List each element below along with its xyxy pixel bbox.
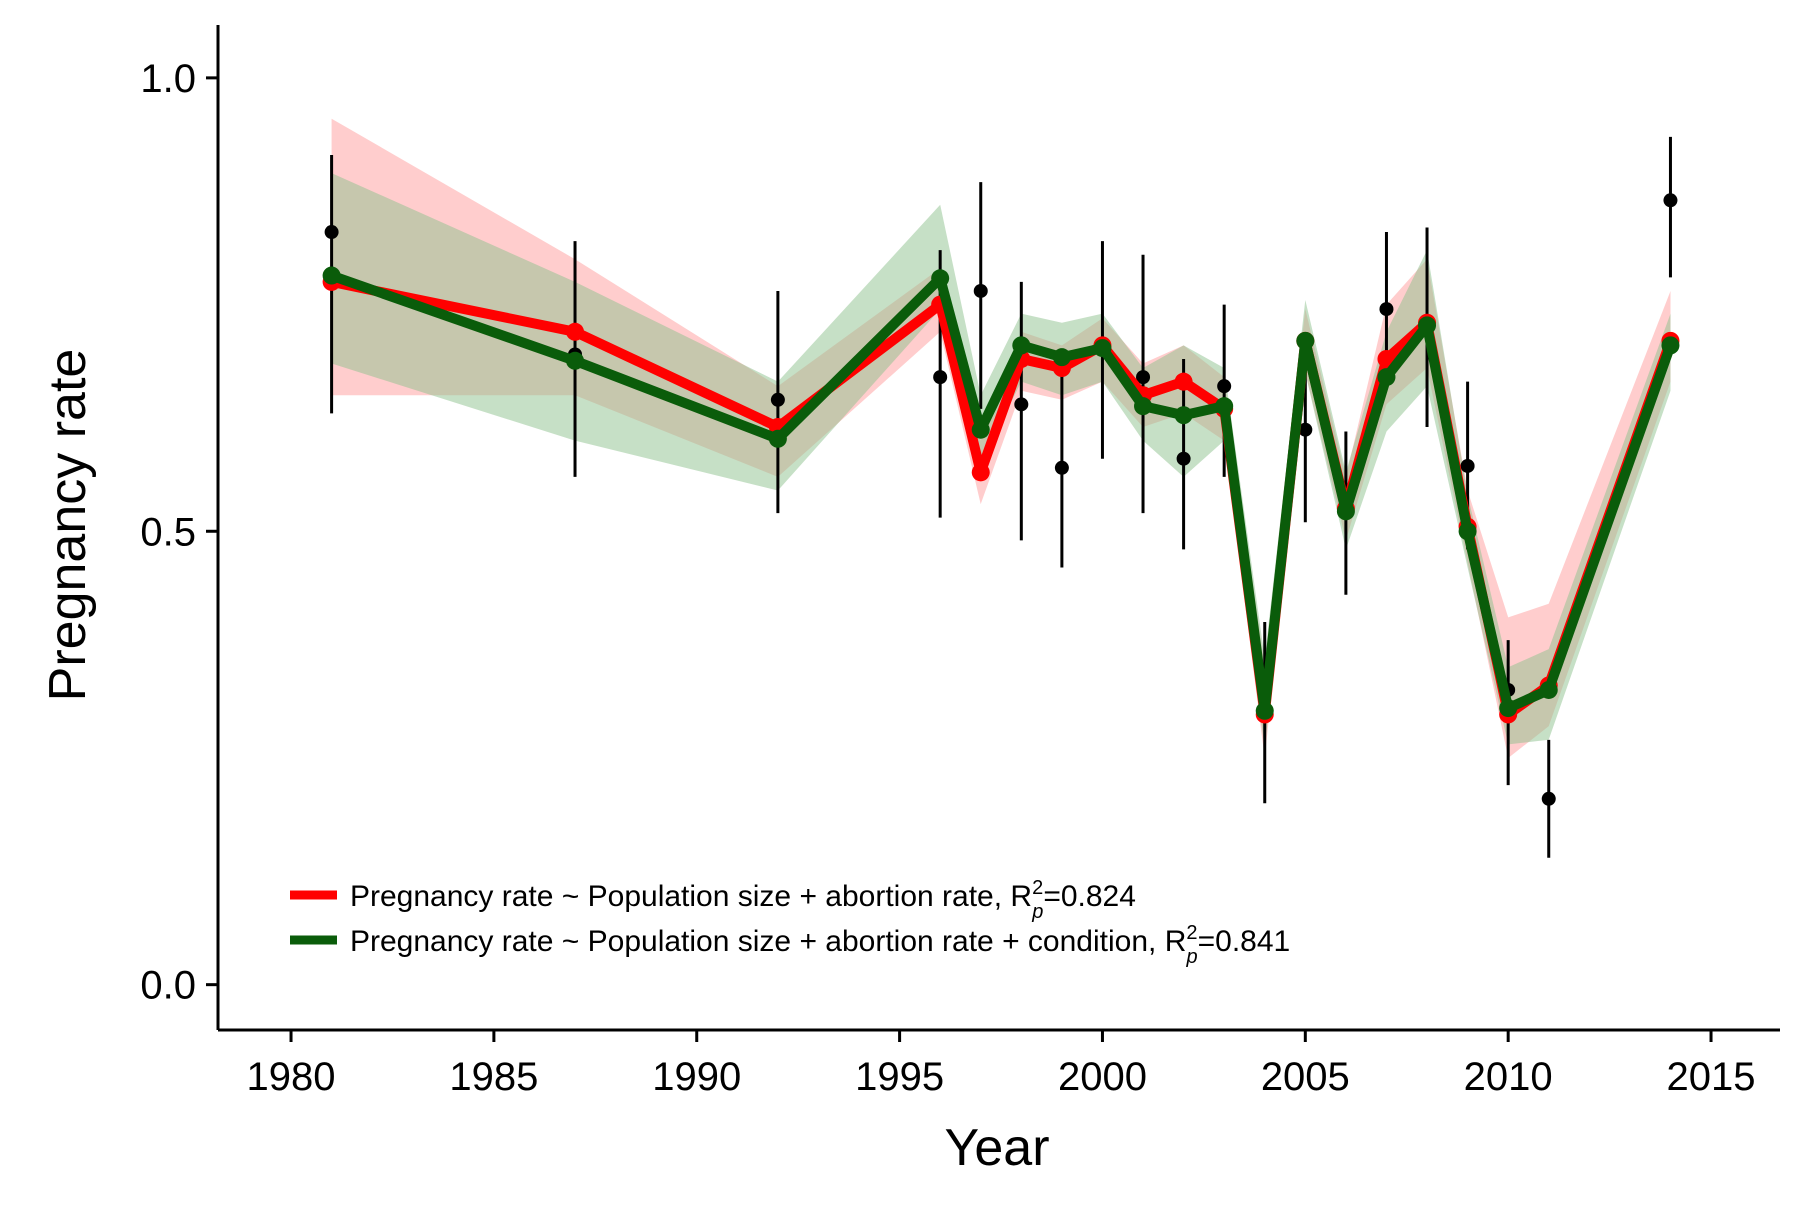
x-tick-label-1995: 1995 [855,1055,944,1099]
x-tick-label-1980: 1980 [247,1055,336,1099]
series-2-point-2004 [1255,701,1274,720]
observed-point-2011 [1541,791,1556,806]
series-1-point-1997 [971,463,990,482]
series-2-point-2007 [1377,368,1396,387]
x-tick-label-2015: 2015 [1667,1055,1756,1099]
legend-label-1: Pregnancy rate ~ Population size + abort… [350,877,1136,923]
x-axis-title: Year [944,1119,1049,1177]
series-line-2 [329,270,1676,716]
x-tick-label-2010: 2010 [1464,1055,1553,1099]
observed-point-2001 [1136,370,1151,385]
series-2-point-2011 [1539,680,1558,699]
y-tick-label-0.5: 0.5 [140,510,196,554]
observed-point-2002 [1176,451,1191,466]
x-tick-label-1990: 1990 [652,1055,741,1099]
series-2-point-2002 [1174,406,1193,425]
series-2-point-2006 [1336,502,1355,521]
observed-point-2003 [1217,379,1232,394]
series-2-point-2008 [1418,316,1437,335]
series-2-point-2001 [1134,397,1153,416]
series-2-point-2003 [1215,397,1234,416]
confidence-band-1 [331,118,1671,758]
series-2-point-1999 [1052,348,1071,367]
observed-point-2009 [1460,458,1475,473]
series-2-point-1998 [1012,336,1031,355]
observed-point-2007 [1379,302,1394,317]
observed-point-1992 [770,392,785,407]
y-axis-title: Pregnancy rate [39,349,97,702]
legend: Pregnancy rate ~ Population size + abort… [290,877,1290,968]
y-tick-label-0.0: 0.0 [140,964,196,1008]
series-1-point-2002 [1174,372,1193,391]
observed-point-1998 [1014,397,1029,412]
series-2-point-1997 [971,420,990,439]
series-2-point-2010 [1499,699,1518,718]
series-2-point-2014 [1661,336,1680,355]
series-2-point-1981 [322,266,341,285]
series-2-point-1987 [566,351,585,370]
observed-point-2005 [1298,422,1313,437]
y-tick-label-1.0: 1.0 [140,57,196,101]
observed-point-1997 [973,283,988,298]
series-1-point-1987 [566,322,585,341]
observed-point-2014 [1663,193,1678,208]
confidence-bands [331,118,1671,758]
fitted-lines [322,266,1680,724]
observed-point-1981 [324,225,339,240]
series-2-point-2000 [1093,339,1112,358]
series-2-point-1996 [931,269,950,288]
x-tick-label-2005: 2005 [1261,1055,1350,1099]
series-2-point-1992 [768,429,787,448]
series-2-point-2009 [1458,522,1477,541]
x-tick-label-2000: 2000 [1058,1055,1147,1099]
series-2-point-2005 [1296,331,1315,350]
axes: 1980 1985 1990 1995 2000 2005 2010 2015 0.0 0.5 1.… [140,25,1780,1099]
legend-label-2: Pregnancy rate ~ Population size + abort… [350,922,1290,968]
observed-point-1999 [1054,460,1069,475]
x-tick-label-1985: 1985 [449,1055,538,1099]
observed-point-1996 [933,370,948,385]
